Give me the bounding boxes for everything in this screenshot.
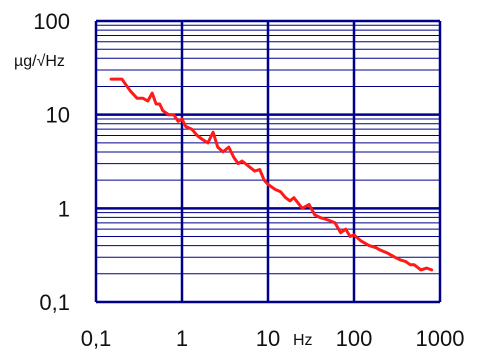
y-tick-label: 100 <box>33 9 70 34</box>
major-grid <box>94 19 442 304</box>
x-tick-label: 10 <box>256 326 280 351</box>
y-tick-label: 10 <box>46 103 70 128</box>
x-axis-label: Hz <box>293 332 313 349</box>
y-tick-label: 0,1 <box>39 290 70 315</box>
y-tick-labels: 100 10 1 0,1 <box>33 9 70 315</box>
x-tick-label: 1 <box>176 326 188 351</box>
y-axis-label: µg/√Hz <box>14 53 65 70</box>
x-tick-label: 100 <box>336 326 373 351</box>
series-line <box>109 77 434 272</box>
y-tick-label: 1 <box>58 196 70 221</box>
x-tick-label: 0,1 <box>81 326 112 351</box>
x-tick-labels: 0,1 1 10 100 1000 <box>81 326 465 351</box>
series-layer <box>109 77 434 272</box>
x-tick-label: 1000 <box>416 326 465 351</box>
